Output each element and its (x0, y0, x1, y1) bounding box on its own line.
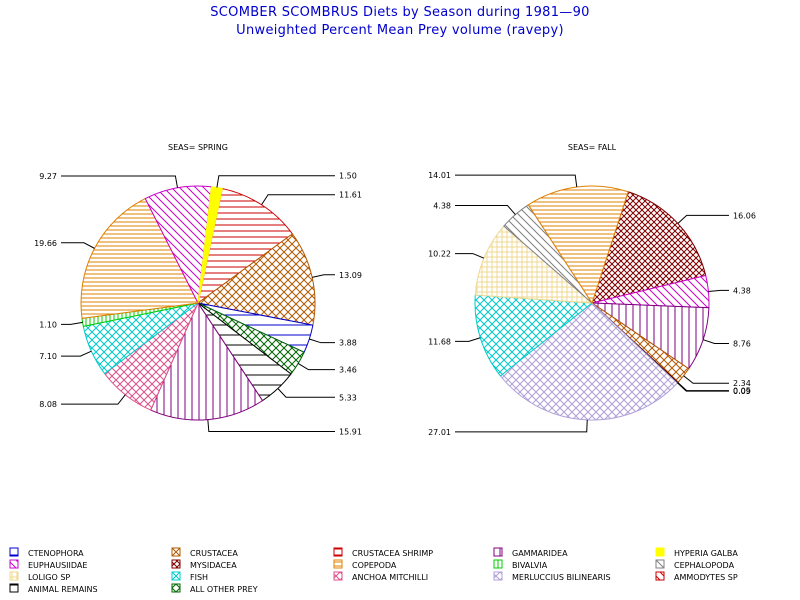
slice-value-label: 16.06 (733, 211, 756, 220)
legend-label-anchoa-mitchilli: ANCHOA MITCHILLI (352, 573, 428, 582)
legend-label-fish: FISH (190, 573, 208, 582)
leader-line (207, 419, 335, 433)
legend-swatch-cephalopoda (655, 559, 665, 569)
pie-slice-loligo-sp (474, 225, 594, 304)
leader-line (455, 253, 485, 259)
pie-seas-spring: SEAS= SPRING 11.61 13.09 3.88 3.46 5.33 15.91 8… (34, 143, 362, 437)
slice-value-label: 4.38 (433, 202, 451, 211)
slice-value-label: 19.66 (34, 239, 57, 248)
pie-panel-label: SEAS= FALL (568, 143, 617, 152)
leader-line (61, 175, 178, 188)
legend-swatch-bivalvia (493, 559, 503, 569)
legend-label-gammaridea: GAMMARIDEA (512, 549, 568, 558)
slice-value-label: 1.10 (39, 320, 57, 329)
slice-value-label: 13.09 (339, 271, 362, 280)
legend-label-copepoda: COPEPODA (352, 561, 397, 570)
legend-label-bivalvia: BIVALVIA (512, 561, 548, 570)
slice-value-label: 3.46 (339, 366, 357, 375)
leader-line (677, 382, 729, 392)
legend-swatch-loligo-sp (9, 571, 19, 581)
slice-value-label: 3.88 (339, 339, 357, 348)
chart-subtitle: Unweighted Percent Mean Prey volume (rav… (236, 23, 564, 38)
leader-line (277, 388, 335, 398)
legend-swatch-ammodytes-sp (655, 571, 665, 581)
leader-line (683, 375, 729, 384)
slice-value-label: 0.09 (733, 387, 751, 396)
leader-line (455, 419, 588, 433)
slice-value-label: 8.08 (39, 400, 57, 409)
legend-label-all-other-prey: ALL OTHER PREY (190, 585, 258, 594)
legend: CTENOPHORA CRUSTACEA CRUSTACEA SHRIMP GAMMA… (9, 547, 738, 594)
chart-title: SCOMBER SCOMBRUS Diets by Season during … (210, 5, 590, 20)
pie-seas-fall: SEAS= FALL 16.06 4.38 8.76 2.340.050.09 27.01… (428, 143, 756, 437)
leader-line (61, 350, 92, 357)
slice-value-label: 11.68 (428, 337, 451, 346)
leader-line (455, 337, 481, 342)
leader-line (677, 214, 729, 224)
leader-line (61, 242, 95, 249)
leader-line (261, 194, 335, 206)
pie-panel-label: SEAS= SPRING (168, 143, 228, 152)
pie-slice-fish (474, 294, 594, 377)
legend-label-ammodytes-sp: AMMODYTES SP (674, 573, 738, 582)
slice-value-label: 7.10 (39, 352, 57, 361)
slice-value-label: 4.38 (733, 286, 751, 295)
legend-swatch-euphausiidae (9, 559, 19, 569)
legend-swatch-merluccius-bilinearis (493, 571, 503, 581)
slice-value-label: 11.61 (339, 191, 362, 200)
pie-slice-copepoda (80, 197, 199, 319)
leader-line (708, 289, 729, 293)
slice-value-label: 5.33 (339, 393, 357, 402)
legend-swatch-animal-remains (9, 583, 19, 593)
pie-slice-merluccius-bilinearis (499, 302, 678, 421)
leader-line (61, 321, 83, 325)
legend-swatch-ctenophora (9, 547, 19, 557)
slice-value-label: 1.50 (339, 172, 357, 181)
legend-swatch-hyperia-galba (655, 547, 665, 557)
leader-line (309, 338, 335, 344)
leader-line (61, 394, 126, 405)
legend-swatch-crustacea-shrimp (333, 547, 343, 557)
legend-label-animal-remains: ANIMAL REMAINS (28, 585, 98, 594)
legend-swatch-mysidacea (171, 559, 181, 569)
legend-label-crustacea-shrimp: CRUSTACEA SHRIMP (352, 549, 433, 558)
legend-swatch-all-other-prey (171, 583, 181, 593)
slice-value-label: 8.76 (733, 339, 751, 348)
slice-value-label: 10.22 (428, 250, 451, 259)
legend-swatch-fish (171, 571, 181, 581)
pie-slice-crustacea (196, 233, 316, 326)
slice-value-label: 14.01 (428, 171, 451, 180)
legend-label-crustacea: CRUSTACEA (190, 549, 238, 558)
legend-swatch-copepoda (333, 559, 343, 569)
leader-line (455, 174, 578, 188)
leader-line (216, 175, 335, 188)
legend-swatch-gammaridea (493, 547, 503, 557)
legend-label-mysidacea: MYSIDACEA (190, 561, 237, 570)
legend-label-cephalopoda: CEPHALOPODA (674, 561, 735, 570)
leader-line (312, 274, 335, 278)
legend-label-merluccius-bilinearis: MERLUCCIUS BILINEARIS (512, 573, 611, 582)
legend-label-euphausiidae: EUPHAUSIIDAE (28, 561, 87, 570)
legend-label-hyperia-galba: HYPERIA GALBA (674, 549, 738, 558)
leader-line (455, 205, 516, 215)
leader-line (702, 339, 729, 344)
slice-value-label: 27.01 (428, 428, 451, 437)
pie-slice-gammaridea (150, 301, 264, 421)
legend-label-loligo-sp: LOLIGO SP (28, 573, 70, 582)
legend-swatch-crustacea (171, 547, 181, 557)
slice-value-label: 0.05 (733, 387, 751, 396)
leader-line (297, 363, 335, 371)
slice-value-label: 2.34 (733, 379, 751, 388)
slice-value-label: 9.27 (39, 172, 57, 181)
legend-label-ctenophora: CTENOPHORA (28, 549, 84, 558)
slice-value-label: 15.91 (339, 428, 362, 437)
legend-swatch-anchoa-mitchilli (333, 571, 343, 581)
